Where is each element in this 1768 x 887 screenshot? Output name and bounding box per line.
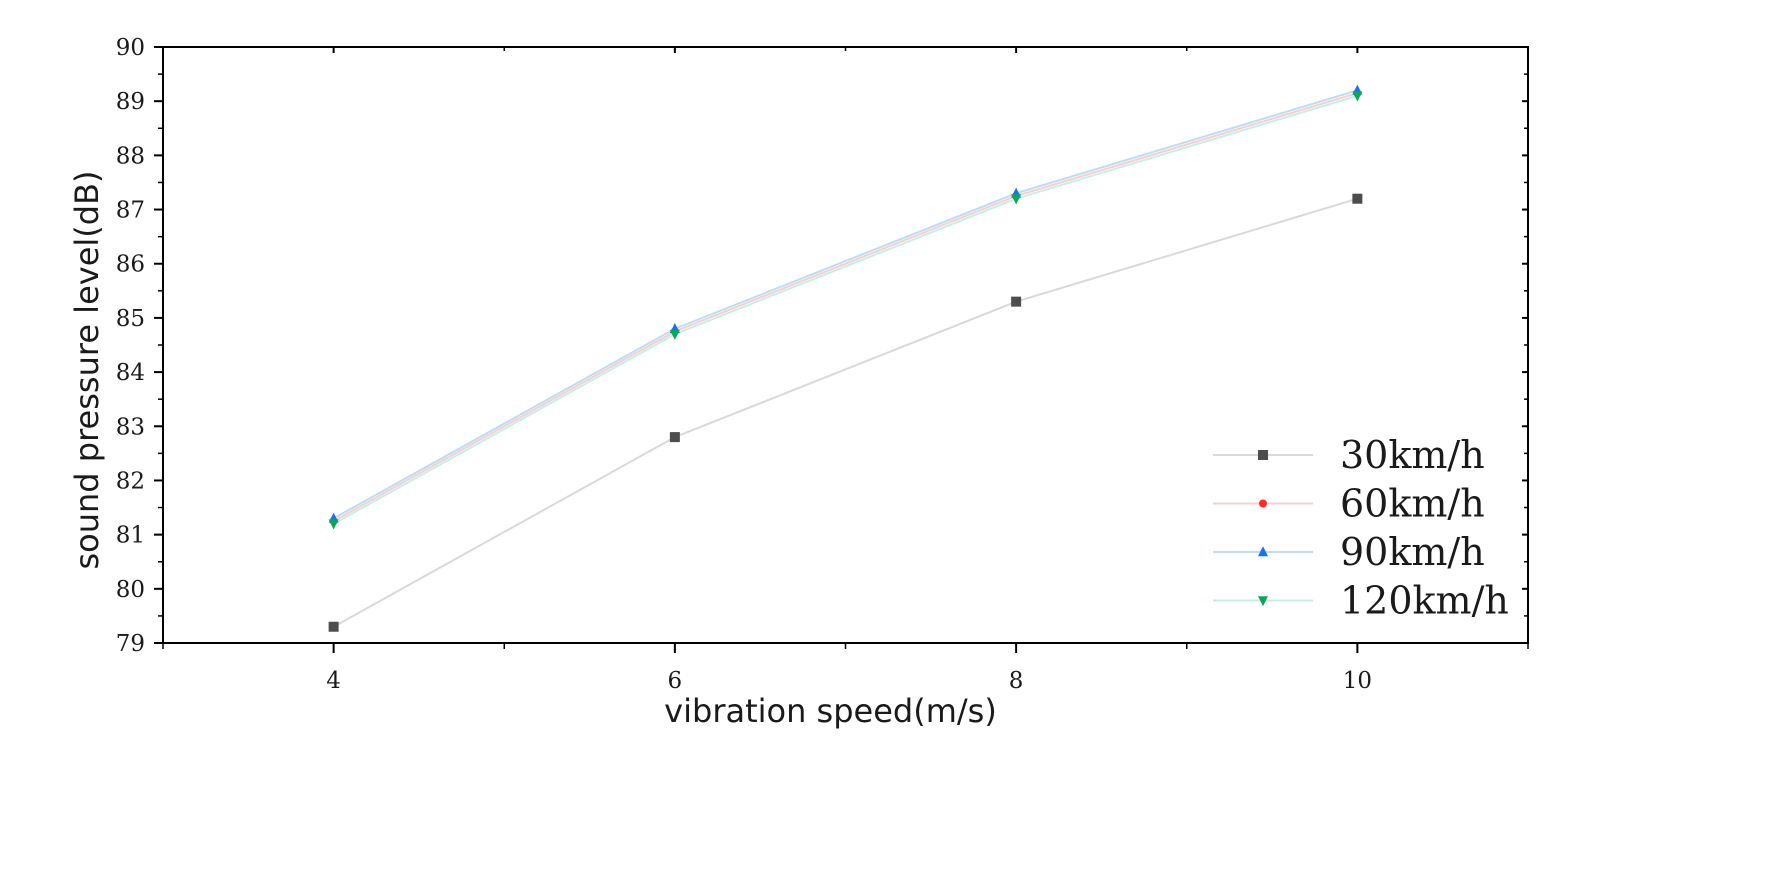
data-point-30km-h	[669, 432, 680, 443]
series-line-60km-h	[333, 92, 1358, 522]
y-tick-label: 87	[116, 198, 145, 224]
legend-marker	[1258, 596, 1268, 607]
data-point-30km-h	[1011, 296, 1022, 307]
y-tick-label: 79	[116, 631, 145, 657]
legend-label: 60km/h	[1340, 482, 1485, 526]
plot-frame	[162, 46, 1529, 644]
y-tick-label: 90	[116, 35, 145, 61]
legend-label: 30km/h	[1340, 433, 1485, 477]
legend-marker	[1259, 499, 1267, 508]
y-tick-label: 88	[116, 143, 145, 169]
y-tick-label: 85	[116, 306, 145, 332]
y-axis-title: sound pressure level(dB)	[68, 170, 106, 569]
data-point-30km-h	[328, 621, 339, 632]
x-axis-title: vibration speed(m/s)	[664, 692, 997, 730]
data-point-120km-h	[328, 519, 339, 530]
y-tick-label: 83	[116, 414, 145, 440]
x-tick-label: 4	[326, 668, 341, 694]
y-tick-label: 86	[116, 252, 145, 278]
legend-label: 90km/h	[1340, 530, 1485, 574]
data-point-120km-h	[1352, 91, 1363, 102]
y-tick-label: 81	[116, 523, 145, 549]
y-tick-label: 80	[116, 577, 145, 603]
series-line-90km-h	[333, 89, 1358, 520]
data-point-120km-h	[1011, 194, 1022, 205]
series-line-30km-h	[333, 197, 1358, 628]
series-line-120km-h	[333, 94, 1358, 525]
legend-marker	[1258, 450, 1268, 460]
data-point-120km-h	[669, 329, 680, 340]
y-tick-label: 82	[116, 468, 145, 494]
legend-label: 120km/h	[1340, 579, 1509, 623]
legend-marker	[1258, 546, 1268, 557]
x-tick-label: 6	[668, 668, 683, 694]
y-tick-label: 84	[116, 360, 145, 386]
x-tick-label: 8	[1009, 668, 1024, 694]
y-tick-label: 89	[116, 89, 145, 115]
data-point-30km-h	[1352, 193, 1363, 204]
x-tick-label: 10	[1343, 668, 1372, 694]
